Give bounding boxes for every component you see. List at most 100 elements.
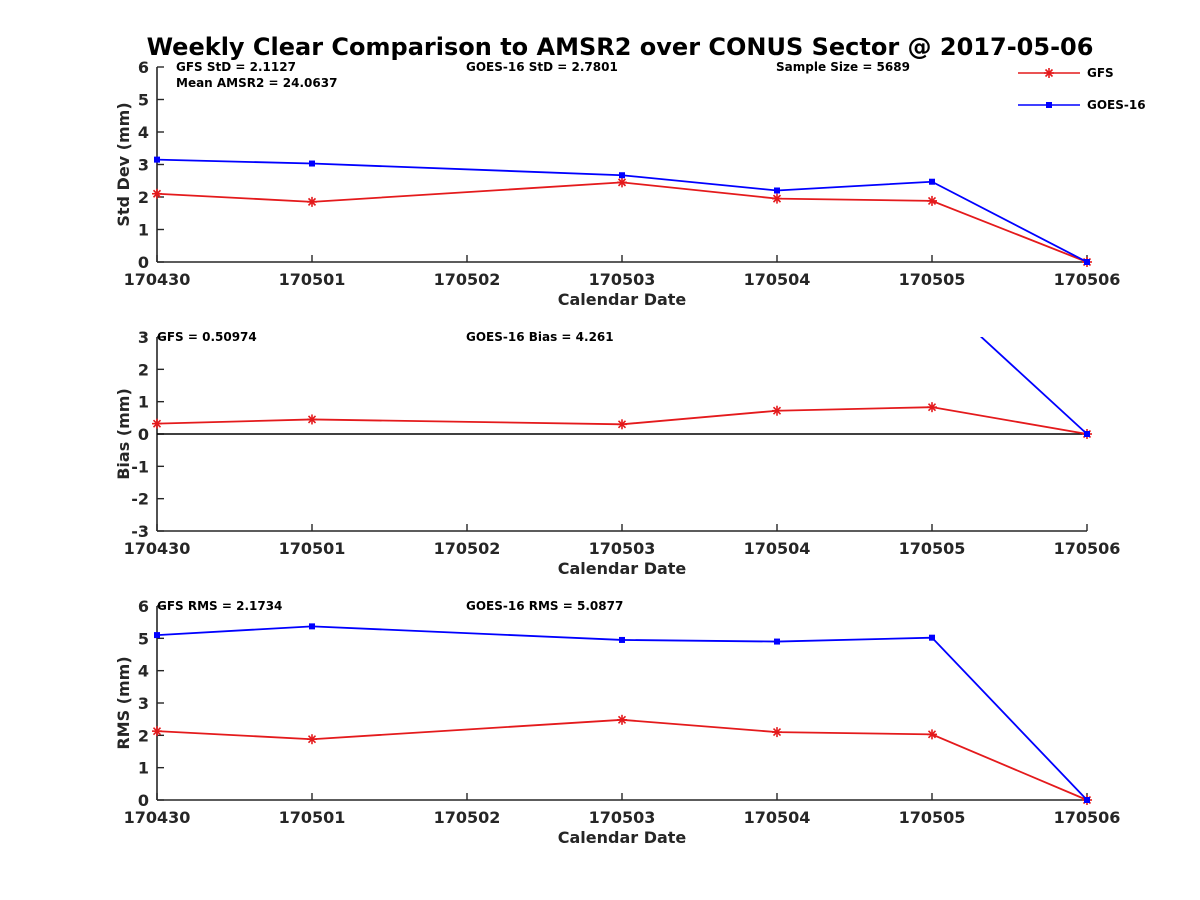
series-goes-16 xyxy=(154,156,1090,265)
y-tick-label-3: 3 xyxy=(138,328,149,347)
data-point-gfs-170504 xyxy=(772,727,782,738)
annotation-gfs-0-50974: GFS = 0.50974 xyxy=(157,330,257,344)
data-point-goes-16-170430 xyxy=(154,632,160,639)
x-tick-label-170505: 170505 xyxy=(899,808,966,827)
x-tick-label-170501: 170501 xyxy=(279,808,346,827)
y-tick-label-2: 2 xyxy=(138,726,149,745)
annotation-goes-16-bias-4-261: GOES-16 Bias = 4.261 xyxy=(466,330,614,344)
series-goes-16 xyxy=(979,337,1090,437)
annotation-mean-amsr2-24-0637: Mean AMSR2 = 24.0637 xyxy=(176,76,337,90)
rms-panel: 170430 170501 170502 170503 170504 170505 1705… xyxy=(114,597,1120,847)
x-tick-label-170505: 170505 xyxy=(899,270,966,289)
x-tick-label-170430: 170430 xyxy=(124,270,191,289)
series-goes-16 xyxy=(154,623,1090,803)
y-tick-label-1: 1 xyxy=(138,759,149,778)
x-tick-label-170430: 170430 xyxy=(124,808,191,827)
data-point-gfs-170501 xyxy=(307,196,317,207)
annotation-goes-16-std-2-7801: GOES-16 StD = 2.7801 xyxy=(466,60,618,74)
annotation-sample-size-5689: Sample Size = 5689 xyxy=(776,60,910,74)
y-tick-label-3: -3 xyxy=(131,522,149,541)
series-line-gfs xyxy=(156,181,1088,263)
data-point-gfs-170503 xyxy=(617,714,627,725)
legend-item-goes16: GOES-16 xyxy=(1018,98,1146,112)
data-point-goes-16-170430 xyxy=(154,156,160,163)
y-tick-label-5: 5 xyxy=(138,629,149,648)
data-point-gfs-170501 xyxy=(307,734,317,745)
y-tick-label-5: 5 xyxy=(138,91,149,110)
series-line-gfs xyxy=(156,406,1088,435)
data-point-gfs-170501 xyxy=(307,414,317,425)
x-tick-label-170503: 170503 xyxy=(589,539,656,558)
data-point-goes-16-170503 xyxy=(619,636,625,643)
y-tick-label-0: 0 xyxy=(138,253,149,272)
y-tick-label-1: 1 xyxy=(138,221,149,240)
data-point-goes-16-170506 xyxy=(1084,797,1090,803)
series-line-goes-16 xyxy=(979,337,1088,435)
x-tick-label-170504: 170504 xyxy=(744,808,811,827)
legend-marker-goes16 xyxy=(1046,102,1052,108)
figure-title: Weekly Clear Comparison to AMSR2 over CO… xyxy=(147,33,1094,61)
series-line-goes-16 xyxy=(156,158,1088,263)
y-tick-label-0: 0 xyxy=(138,791,149,810)
data-point-goes-16-170505 xyxy=(929,178,935,185)
data-point-gfs-170504 xyxy=(772,193,782,204)
y-tick-label-1: -1 xyxy=(131,457,149,476)
y-tick-label-2: 2 xyxy=(138,188,149,207)
annotation-gfs-std-2-1127: GFS StD = 2.1127 xyxy=(176,60,296,74)
y-tick-label-3: 3 xyxy=(138,156,149,175)
data-point-goes-16-170504 xyxy=(774,187,780,194)
y-tick-label-4: 4 xyxy=(138,662,149,681)
y-tick-label-2: 2 xyxy=(138,360,149,379)
x-tick-label-170502: 170502 xyxy=(434,539,501,558)
annotation-goes-16-rms-5-0877: GOES-16 RMS = 5.0877 xyxy=(466,599,623,613)
data-point-gfs-170505 xyxy=(927,729,937,740)
data-point-goes-16-170504 xyxy=(774,638,780,645)
legend-marker-gfs xyxy=(1044,68,1054,78)
x-tick-label-170501: 170501 xyxy=(279,539,346,558)
x-axis-label: Calendar Date xyxy=(558,559,687,578)
data-point-gfs-170505 xyxy=(927,195,937,206)
x-tick-label-170502: 170502 xyxy=(434,808,501,827)
x-tick-label-170504: 170504 xyxy=(744,270,811,289)
y-tick-label-0: 0 xyxy=(138,425,149,444)
x-tick-label-170506: 170506 xyxy=(1054,539,1121,558)
y-tick-label-6: 6 xyxy=(138,58,149,77)
y-axis-label: RMS (mm) xyxy=(114,656,133,749)
legend-item-gfs: GFS xyxy=(1018,66,1114,80)
data-point-goes-16-170506 xyxy=(1084,259,1090,265)
x-tick-label-170506: 170506 xyxy=(1054,808,1121,827)
y-axis-label: Bias (mm) xyxy=(114,388,133,480)
legend-marker-gfs-glyph xyxy=(1044,68,1054,78)
x-tick-label-170430: 170430 xyxy=(124,539,191,558)
x-tick-label-170503: 170503 xyxy=(589,808,656,827)
series-line-gfs xyxy=(156,718,1088,801)
data-point-gfs-170430 xyxy=(152,726,162,737)
std-dev-panel: 170430 170501 170502 170503 170504 170505 1705… xyxy=(114,58,1120,309)
bias-panel: 170430 170501 170502 170503 170504 170505 1705… xyxy=(114,328,1121,578)
series-gfs xyxy=(152,714,1092,805)
legend: GFS GOES-16 xyxy=(1018,66,1146,112)
y-tick-label-2: -2 xyxy=(131,490,149,509)
series-line-goes-16 xyxy=(156,625,1088,801)
annotation-gfs-rms-2-1734: GFS RMS = 2.1734 xyxy=(157,599,282,613)
data-point-goes-16-170503 xyxy=(619,172,625,179)
x-tick-label-170504: 170504 xyxy=(744,539,811,558)
x-tick-label-170501: 170501 xyxy=(279,270,346,289)
data-point-goes-16-170506 xyxy=(1084,431,1090,437)
x-tick-label-170503: 170503 xyxy=(589,270,656,289)
data-point-gfs-170430 xyxy=(152,418,162,429)
x-axis-label: Calendar Date xyxy=(558,828,687,847)
y-tick-label-1: 1 xyxy=(138,393,149,412)
x-tick-label-170502: 170502 xyxy=(434,270,501,289)
legend-label-gfs: GFS xyxy=(1087,66,1114,80)
y-axis-label: Std Dev (mm) xyxy=(114,102,133,226)
data-point-goes-16-170501 xyxy=(309,623,315,630)
data-point-gfs-170504 xyxy=(772,405,782,416)
data-point-gfs-170503 xyxy=(617,177,627,188)
data-point-gfs-170430 xyxy=(152,188,162,199)
legend-label-goes16: GOES-16 xyxy=(1087,98,1146,112)
x-tick-label-170505: 170505 xyxy=(899,539,966,558)
data-point-gfs-170505 xyxy=(927,402,937,413)
x-tick-label-170506: 170506 xyxy=(1054,270,1121,289)
y-tick-label-4: 4 xyxy=(138,123,149,142)
